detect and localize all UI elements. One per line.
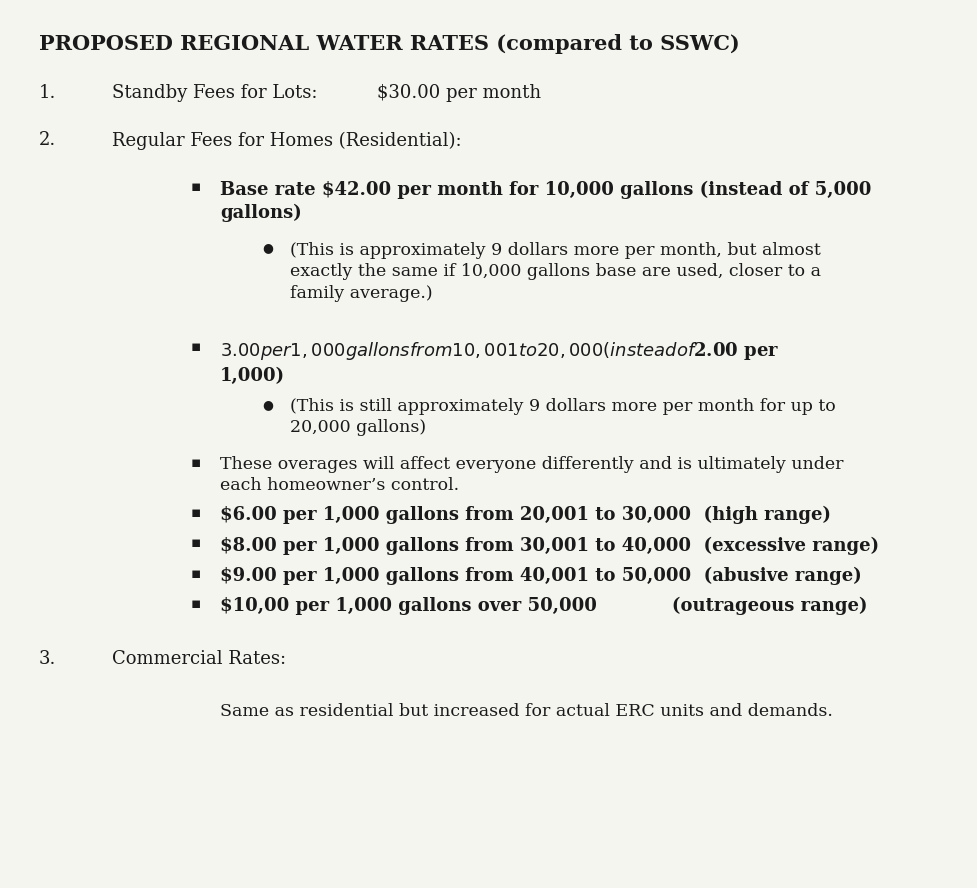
- Text: These overages will affect everyone differently and is ultimately under
each hom: These overages will affect everyone diff…: [220, 456, 843, 494]
- Text: $3.00 per 1,000 gallons from 10,001 to 20,000 (instead of $2.00 per
1,000): $3.00 per 1,000 gallons from 10,001 to 2…: [220, 340, 779, 385]
- Text: $30.00 per month: $30.00 per month: [376, 84, 540, 102]
- Text: ▪: ▪: [191, 180, 201, 194]
- Text: Commercial Rates:: Commercial Rates:: [112, 650, 286, 668]
- Text: 1.: 1.: [39, 84, 57, 102]
- Text: ▪: ▪: [191, 456, 201, 470]
- Text: ▪: ▪: [191, 536, 201, 551]
- Text: $10,00 per 1,000 gallons over 50,000            (outrageous range): $10,00 per 1,000 gallons over 50,000 (ou…: [220, 597, 867, 615]
- Text: 3.: 3.: [39, 650, 57, 668]
- Text: PROPOSED REGIONAL WATER RATES (compared to SSWC): PROPOSED REGIONAL WATER RATES (compared …: [39, 34, 740, 54]
- Text: ▪: ▪: [191, 506, 201, 520]
- Text: Standby Fees for Lots:: Standby Fees for Lots:: [112, 84, 318, 102]
- Text: $6.00 per 1,000 gallons from 20,001 to 30,000  (high range): $6.00 per 1,000 gallons from 20,001 to 3…: [220, 506, 830, 525]
- Text: $8.00 per 1,000 gallons from 30,001 to 40,000  (excessive range): $8.00 per 1,000 gallons from 30,001 to 4…: [220, 536, 878, 555]
- Text: (This is still approximately 9 dollars more per month for up to
20,000 gallons): (This is still approximately 9 dollars m…: [290, 398, 835, 436]
- Text: ●: ●: [262, 398, 273, 411]
- Text: ▪: ▪: [191, 567, 201, 581]
- Text: 2.: 2.: [39, 131, 57, 149]
- Text: ▪: ▪: [191, 340, 201, 354]
- Text: Same as residential but increased for actual ERC units and demands.: Same as residential but increased for ac…: [220, 703, 832, 720]
- Text: (This is approximately 9 dollars more per month, but almost
exactly the same if : (This is approximately 9 dollars more pe…: [290, 242, 821, 302]
- Text: $9.00 per 1,000 gallons from 40,001 to 50,000  (abusive range): $9.00 per 1,000 gallons from 40,001 to 5…: [220, 567, 861, 585]
- Text: ▪: ▪: [191, 597, 201, 611]
- Text: ●: ●: [262, 242, 273, 255]
- Text: Regular Fees for Homes (Residential):: Regular Fees for Homes (Residential):: [112, 131, 461, 150]
- Text: Base rate $42.00 per month for 10,000 gallons (instead of 5,000
gallons): Base rate $42.00 per month for 10,000 ga…: [220, 180, 871, 222]
